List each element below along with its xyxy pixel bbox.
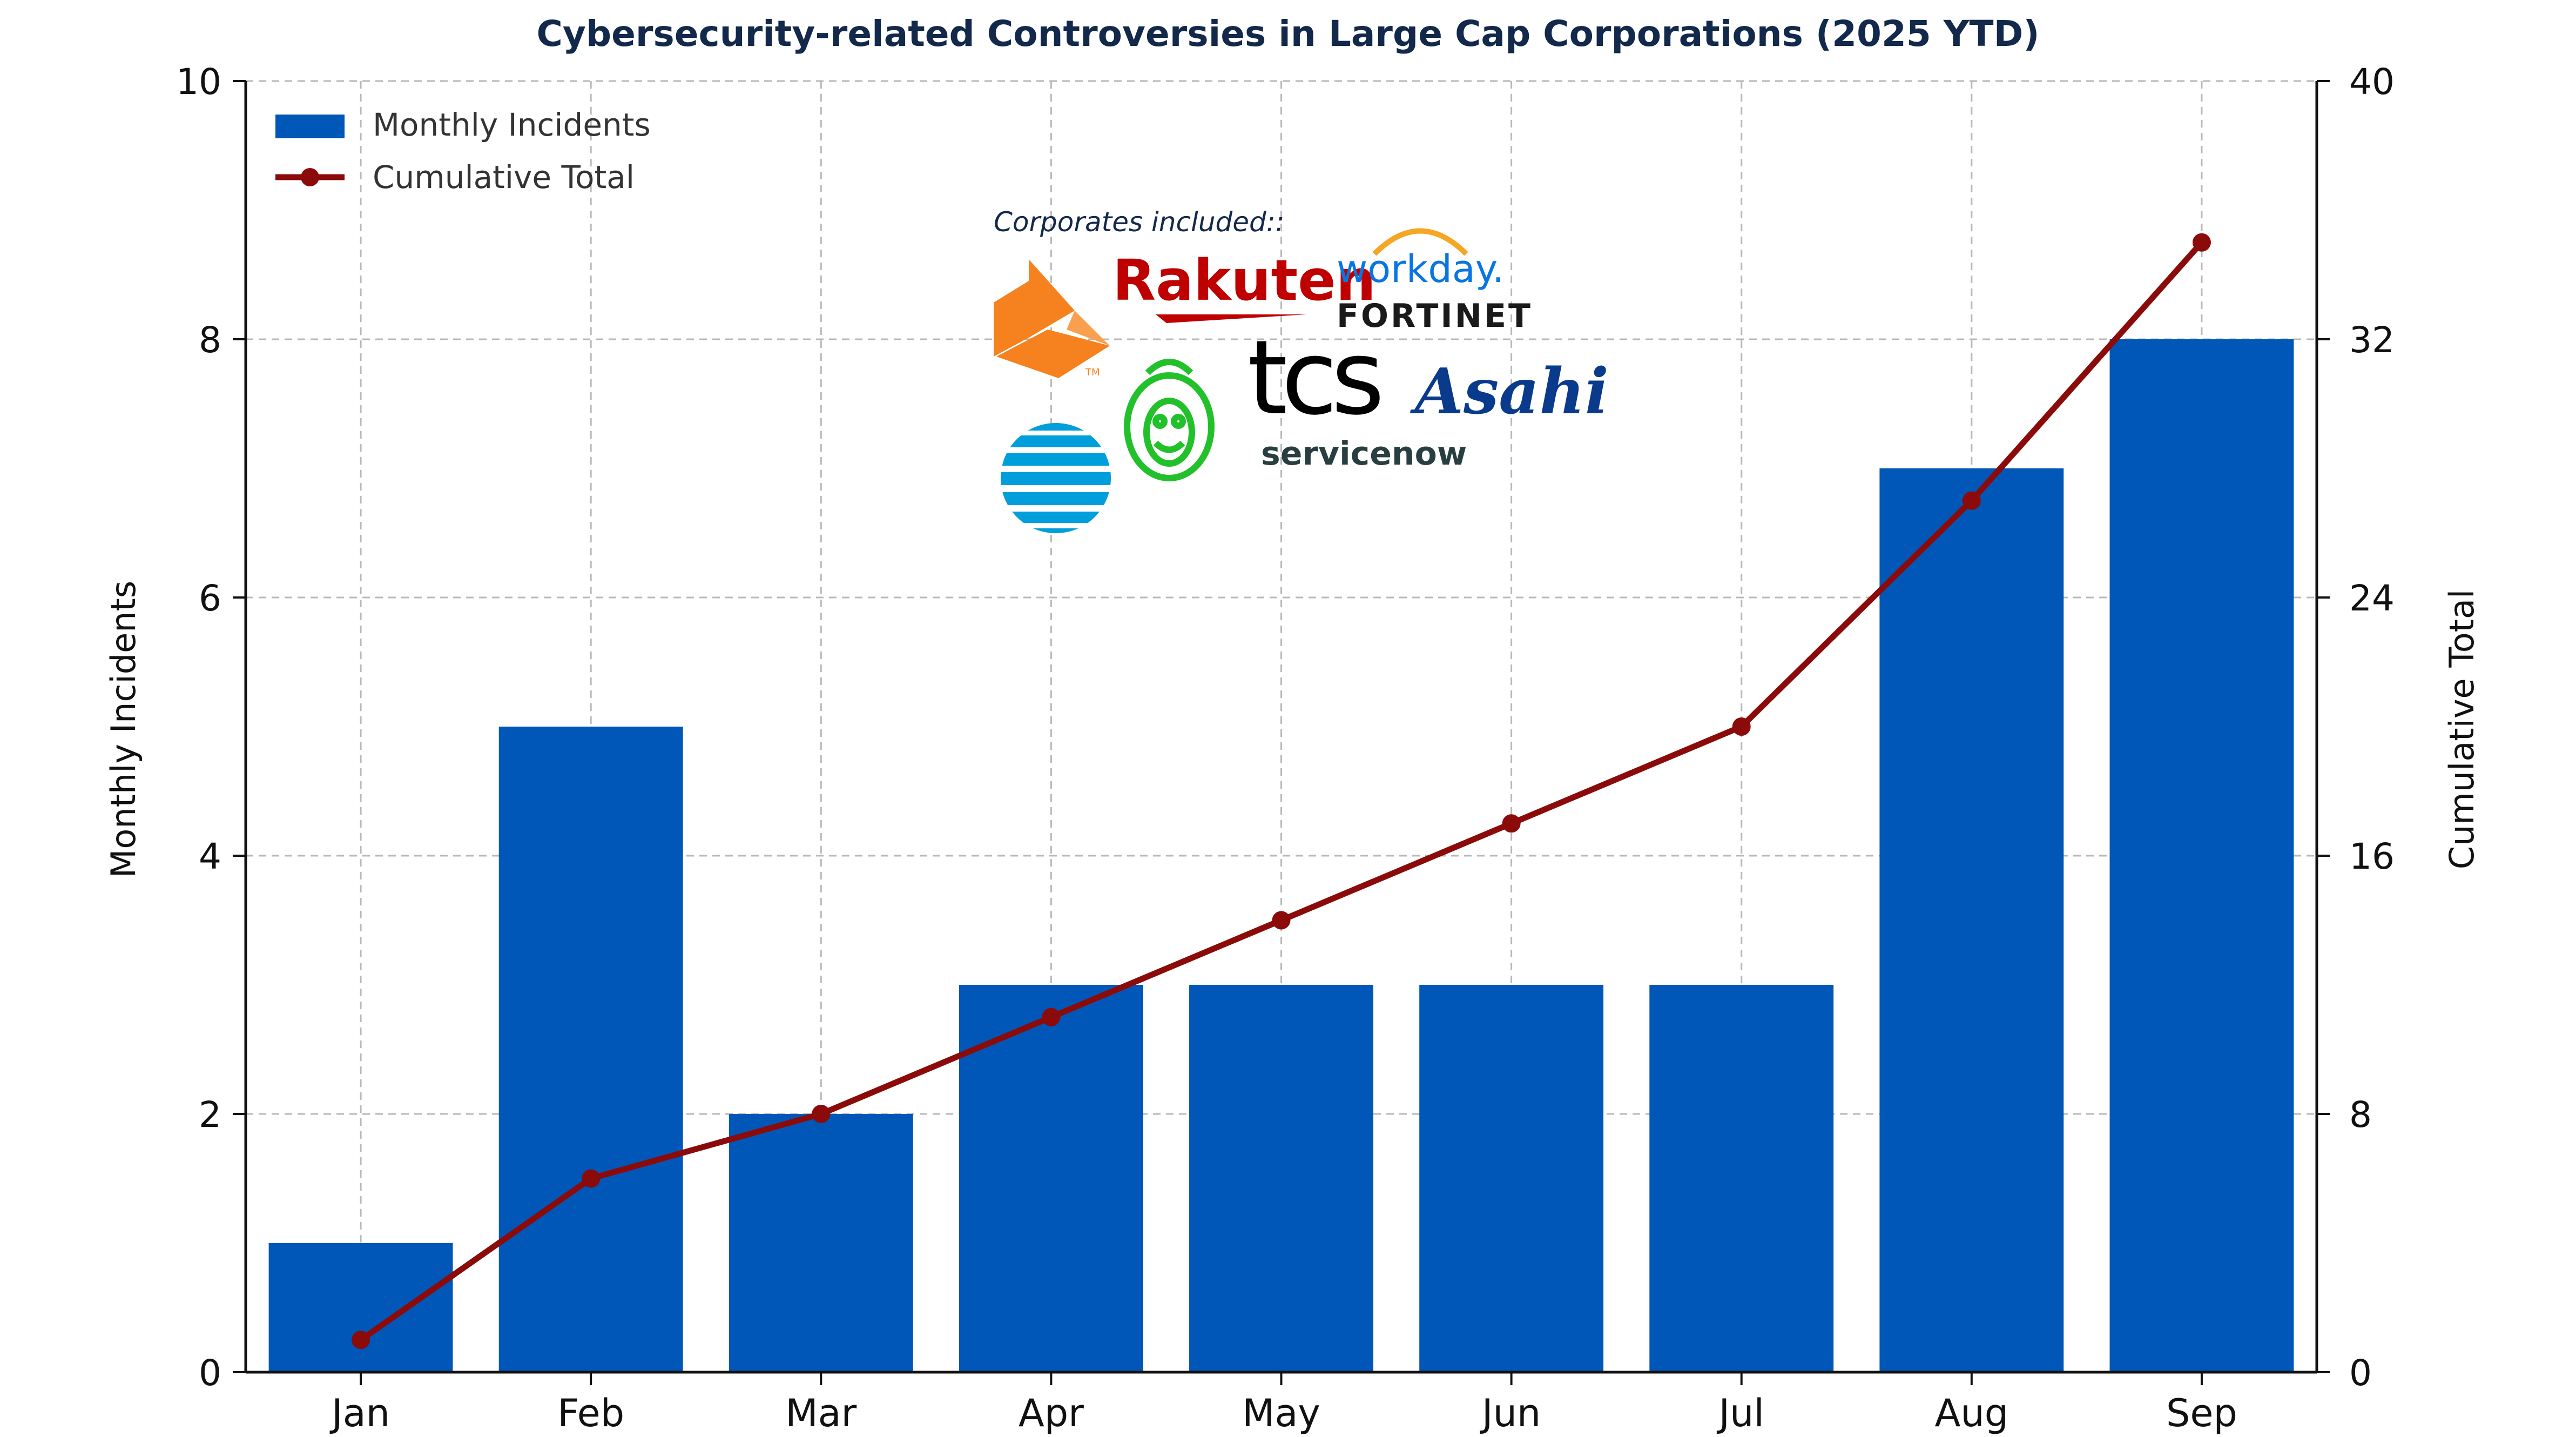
y-left-tick-label: 6 xyxy=(199,578,221,619)
fortinet-logo: FORTINET xyxy=(1337,297,1533,335)
bar-monthly-incidents xyxy=(498,727,683,1372)
y-right-tick-label: 40 xyxy=(2349,61,2395,103)
x-tick-label: Jun xyxy=(1480,1391,1541,1435)
x-tick-label: Sep xyxy=(2166,1391,2237,1435)
y-left-tick-label: 10 xyxy=(176,61,221,103)
legend-label-cumulative: Cumulative Total xyxy=(373,159,635,196)
y-right-tick-label: 16 xyxy=(2349,836,2395,877)
legend-label-monthly: Monthly Incidents xyxy=(373,106,651,143)
bar-monthly-incidents xyxy=(1419,985,1604,1372)
workday-logo-text: workday. xyxy=(1337,247,1504,291)
y-left-tick-label: 4 xyxy=(199,836,221,877)
legend-marker-cumulative xyxy=(301,168,319,186)
lion-logo xyxy=(1124,359,1215,481)
point-cumulative-total xyxy=(1042,1008,1061,1026)
rakuten-logo-text: Rakuten xyxy=(1112,247,1376,313)
bar-monthly-incidents xyxy=(1879,468,2064,1372)
bar-monthly-incidents xyxy=(268,1243,453,1372)
y-left-tick-label: 8 xyxy=(199,319,221,361)
x-tick-label: May xyxy=(1242,1391,1320,1435)
point-cumulative-total xyxy=(812,1105,831,1123)
point-cumulative-total xyxy=(1732,717,1751,736)
y-left-tick-label: 0 xyxy=(199,1352,221,1394)
y-right-tick-label: 32 xyxy=(2349,319,2395,361)
x-tick-label: Aug xyxy=(1934,1391,2008,1435)
line-layer xyxy=(352,233,2211,1349)
point-cumulative-total xyxy=(582,1169,601,1188)
bar-monthly-incidents xyxy=(729,1114,913,1372)
x-tick-label: Apr xyxy=(1019,1391,1084,1435)
bars-layer xyxy=(268,339,2294,1372)
workday-logo: workday. xyxy=(1337,228,1504,291)
rakuten-logo: Rakuten xyxy=(1112,247,1376,323)
x-tick-label: Jan xyxy=(329,1391,390,1435)
bar-monthly-incidents xyxy=(1649,985,1834,1372)
servicenow-logo: servicenow xyxy=(1261,435,1467,473)
svg-text:TM: TM xyxy=(1085,367,1100,378)
x-tick-label: Mar xyxy=(785,1391,857,1435)
chart-title: Cybersecurity-related Controversies in L… xyxy=(536,13,2039,55)
point-cumulative-total xyxy=(1272,911,1291,930)
corporates-annotation: Corporates included:: TM Rakuten workday… xyxy=(994,206,1609,533)
x-tick-label: Jul xyxy=(1716,1391,1764,1435)
legend-swatch-monthly xyxy=(275,115,345,138)
point-cumulative-total xyxy=(1502,814,1521,833)
att-logo xyxy=(996,423,1115,533)
point-cumulative-total xyxy=(352,1331,370,1349)
y-right-tick-label: 24 xyxy=(2349,578,2395,619)
asahi-logo: Asahi xyxy=(1410,355,1609,428)
y-axis-right-label: Cumulative Total xyxy=(2442,589,2481,869)
tcs-logo: tcs xyxy=(1247,318,1380,438)
y-right-tick-label: 8 xyxy=(2349,1094,2372,1136)
point-cumulative-total xyxy=(1962,491,1981,510)
y-axis-left-label: Monthly Incidents xyxy=(104,581,143,878)
y-right-tick-label: 0 xyxy=(2349,1352,2372,1394)
point-cumulative-total xyxy=(2192,233,2211,252)
bar-monthly-incidents xyxy=(959,985,1143,1372)
legend: Monthly Incidents Cumulative Total xyxy=(275,106,651,196)
corporates-heading: Corporates included:: xyxy=(994,206,1284,238)
bar-monthly-incidents xyxy=(2109,339,2294,1372)
y-left-tick-label: 2 xyxy=(199,1094,221,1136)
x-tick-label: Feb xyxy=(557,1391,624,1435)
orange-hexagon-logo: TM xyxy=(994,259,1110,378)
bar-monthly-incidents xyxy=(1189,985,1373,1372)
